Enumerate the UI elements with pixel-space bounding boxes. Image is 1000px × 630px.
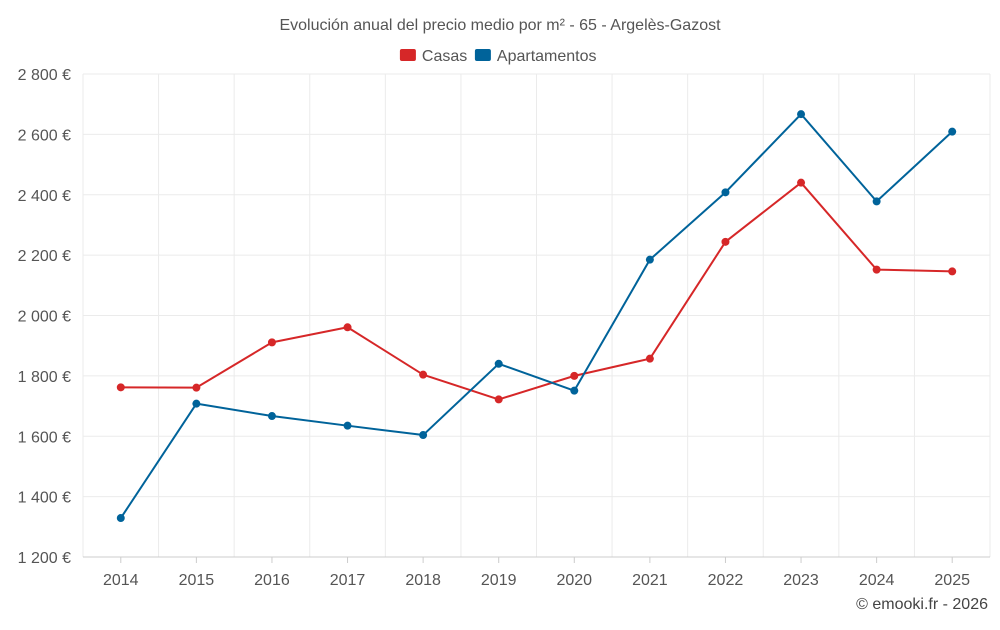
x-gridlines [82,74,991,557]
data-point[interactable] [797,178,806,187]
series-layer [116,110,957,523]
data-point[interactable] [267,338,276,347]
y-tick-label: 1 400 € [18,490,71,507]
data-point[interactable] [116,383,125,392]
x-tick-label: 2023 [783,572,819,589]
credit-text: © emooki.fr - 2026 [856,596,988,613]
data-point[interactable] [872,265,881,274]
y-tick-label: 2 800 € [18,67,71,84]
data-point[interactable] [192,383,201,392]
series-apartamentos [116,110,957,523]
legend-label: Apartamentos [497,48,597,65]
data-point[interactable] [721,237,730,246]
data-point[interactable] [797,110,806,119]
data-point[interactable] [570,386,579,395]
x-axis-ticks: 2014 2015 2016 2017 2018 2019 2020 2021 2022 2023… [103,557,970,589]
y-tick-label: 1 200 € [18,550,71,567]
data-point[interactable] [267,412,276,421]
y-tick-label: 2 400 € [18,188,71,205]
y-tick-label: 2 000 € [18,309,71,326]
data-point[interactable] [645,255,654,264]
legend-swatch [399,49,416,61]
x-tick-label: 2022 [708,572,744,589]
data-point[interactable] [948,267,957,276]
data-point[interactable] [570,371,579,380]
data-point[interactable] [645,354,654,363]
x-tick-label: 2019 [481,572,517,589]
series-line [120,181,953,401]
data-point[interactable] [494,395,503,404]
x-tick-label: 2016 [254,572,290,589]
data-point[interactable] [419,370,428,379]
legend-item-apartamentos[interactable]: Apartamentos [474,48,597,65]
x-tick-label: 2025 [934,572,970,589]
x-tick-label: 2021 [632,572,668,589]
x-tick-label: 2018 [405,572,441,589]
y-tick-label: 2 600 € [18,127,71,144]
data-point[interactable] [494,359,503,368]
legend-swatch [474,49,491,61]
data-point[interactable] [948,127,957,136]
data-point[interactable] [116,514,125,523]
data-point[interactable] [343,421,352,430]
data-point[interactable] [872,197,881,206]
legend-item-casas[interactable]: Casas [399,48,467,65]
data-point[interactable] [721,188,730,197]
x-tick-label: 2017 [330,572,366,589]
x-tick-label: 2015 [179,572,215,589]
y-tick-label: 2 200 € [18,248,71,265]
y-tick-label: 1 800 € [18,369,71,386]
x-tick-label: 2014 [103,572,139,589]
data-point[interactable] [192,399,201,408]
data-point[interactable] [343,323,352,332]
y-axis-ticks: 1 200 € 1 400 € 1 600 € 1 800 € 2 000 € 2 200… [18,67,71,567]
x-tick-label: 2024 [859,572,895,589]
data-point[interactable] [419,431,428,440]
chart-title: Evolución anual del precio medio por m² … [279,17,721,34]
y-tick-label: 1 600 € [18,429,71,446]
x-tick-label: 2020 [556,572,592,589]
series-line [119,113,953,519]
legend-label: Casas [422,48,467,65]
legend: Casas Apartamentos [399,48,597,65]
series-casas [116,178,957,404]
